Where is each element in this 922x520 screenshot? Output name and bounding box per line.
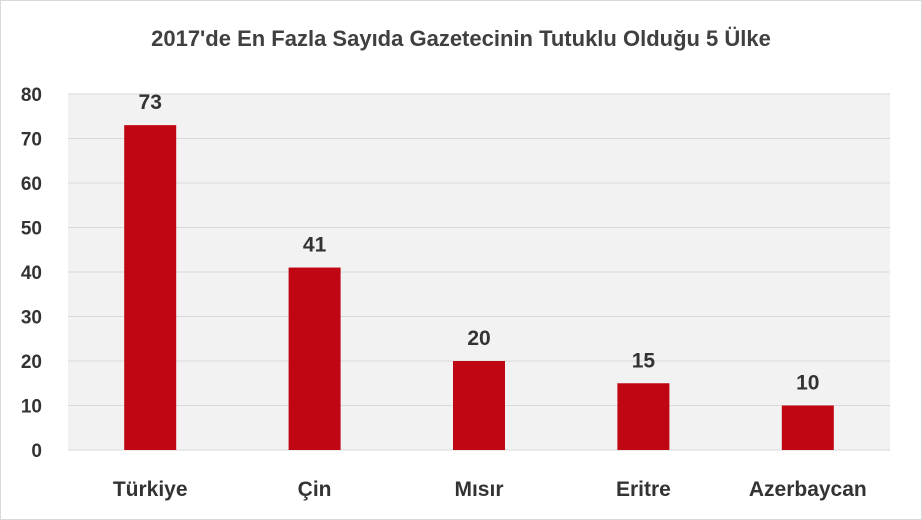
- data-label: 73: [139, 91, 162, 114]
- chart-title: 2017'de En Fazla Sayıda Gazetecinin Tutu…: [151, 26, 771, 51]
- y-tick-label: 70: [21, 130, 42, 151]
- data-label: 20: [467, 327, 490, 350]
- x-category-label: Türkiye: [113, 478, 188, 501]
- data-label: 10: [796, 372, 819, 395]
- y-tick-label: 0: [31, 441, 42, 462]
- data-label: 15: [632, 349, 656, 372]
- bar-0: [124, 125, 177, 451]
- bars: [124, 125, 834, 451]
- x-category-label: Eritre: [616, 478, 671, 501]
- y-tick-label: 40: [21, 263, 42, 284]
- y-tick-label: 80: [21, 85, 42, 106]
- bar-3: [617, 383, 670, 450]
- x-category-label: Azerbaycan: [749, 478, 867, 501]
- data-labels: 73 41 20 15 10: [139, 91, 820, 394]
- bar-1: [288, 267, 341, 450]
- y-tick-label: 30: [21, 308, 42, 329]
- bar-4: [781, 405, 834, 450]
- bar-2: [453, 361, 505, 450]
- x-axis-categories: Türkiye Çin Mısır Eritre Azerbaycan: [113, 478, 867, 501]
- y-axis-ticks: 0 10 20 30 40 50 60 70 80: [21, 85, 42, 462]
- data-label: 41: [303, 234, 327, 257]
- x-category-label: Mısır: [454, 478, 503, 501]
- x-category-label: Çin: [298, 478, 332, 501]
- y-tick-label: 10: [21, 397, 42, 418]
- y-tick-label: 50: [21, 219, 42, 240]
- y-tick-label: 20: [21, 352, 42, 373]
- y-tick-label: 60: [21, 174, 42, 195]
